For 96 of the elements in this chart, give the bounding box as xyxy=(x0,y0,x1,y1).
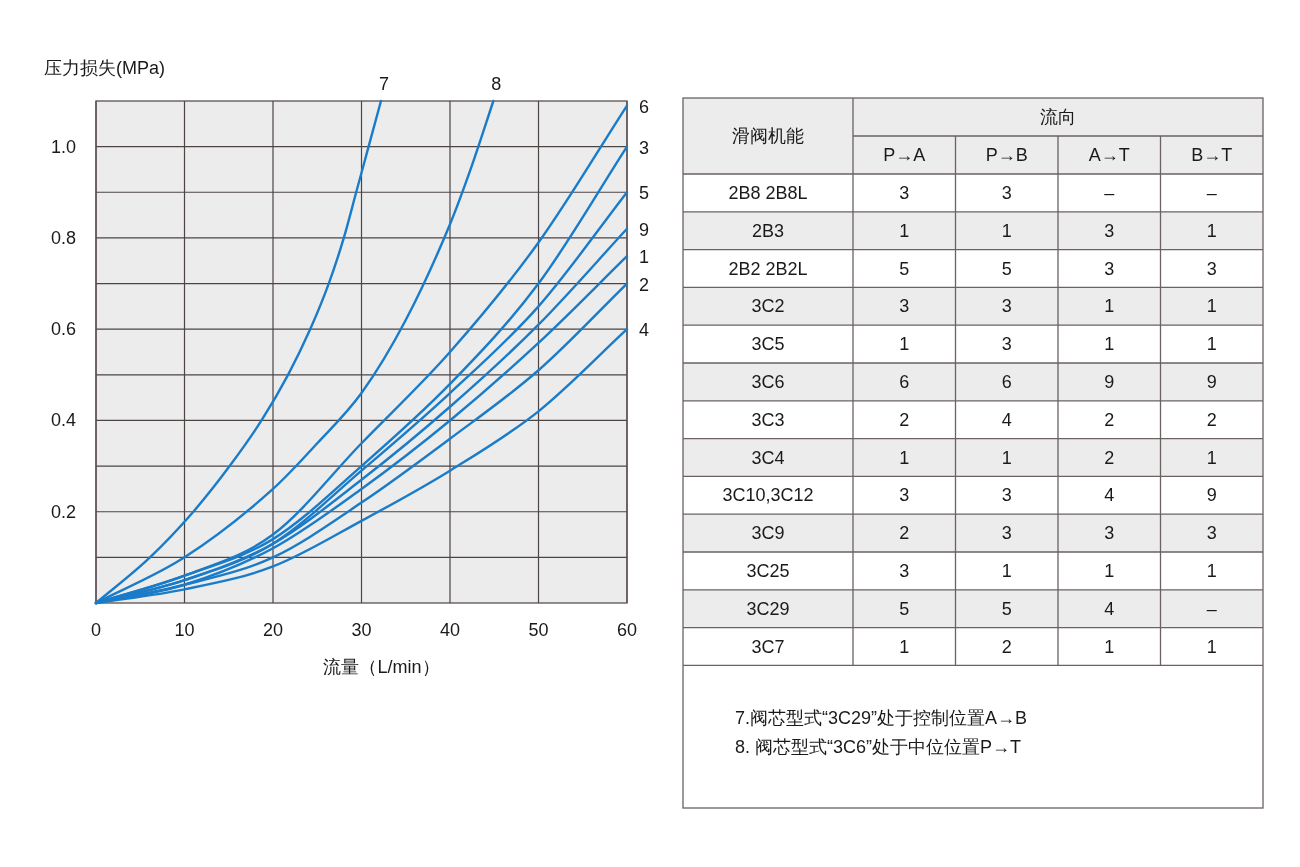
text: 1 xyxy=(1001,560,1012,581)
category-label: 3C9 xyxy=(751,523,785,544)
text: 1 xyxy=(1001,447,1012,468)
text: 1 xyxy=(1104,334,1115,355)
text: 1 xyxy=(1001,220,1012,241)
text: 3 xyxy=(1001,334,1012,355)
text: 3 xyxy=(1001,296,1012,317)
x-tick-label: 10 xyxy=(174,620,195,640)
text: 3 xyxy=(1104,220,1115,241)
y-tick-label: 0.2 xyxy=(50,501,76,522)
text: 1 xyxy=(899,220,910,241)
text: 2 xyxy=(1206,409,1217,430)
text: 4 xyxy=(1104,485,1115,506)
text: 3 xyxy=(1001,485,1012,506)
series-label: 4 xyxy=(639,320,650,341)
text: – xyxy=(1206,182,1217,203)
series-label: 3 xyxy=(639,137,650,158)
series-label: 7 xyxy=(378,74,389,94)
category-label: 2B8 2B8L xyxy=(728,182,808,203)
text: 2 xyxy=(1001,636,1012,657)
category-label: 3C7 xyxy=(751,636,785,657)
category-label: P→A xyxy=(883,145,926,165)
text: 3 xyxy=(899,485,910,506)
text: 1 xyxy=(1104,296,1115,317)
category-label: P→B xyxy=(985,145,1028,165)
text: 1 xyxy=(1206,220,1217,241)
category-label: 3C3 xyxy=(751,409,785,430)
text: – xyxy=(1104,182,1115,203)
text: 9 xyxy=(1104,371,1115,392)
y-tick-label: 0.6 xyxy=(50,319,76,340)
y-tick-label: 1.0 xyxy=(50,136,76,157)
text: 1 xyxy=(1104,636,1115,657)
text: 1 xyxy=(1206,334,1217,355)
text: 1 xyxy=(899,334,910,355)
series-label: 9 xyxy=(639,219,650,240)
text: 1 xyxy=(899,636,910,657)
x-tick-label: 50 xyxy=(528,620,549,640)
text: 3 xyxy=(1104,523,1115,544)
text: 2 xyxy=(1104,447,1115,468)
text: 9 xyxy=(1206,485,1217,506)
text: 流向 xyxy=(1040,107,1076,127)
category-label: 3C10,3C12 xyxy=(722,485,814,506)
x-axis-title: 流量（L/min） xyxy=(323,657,440,677)
text: 滑阀机能 xyxy=(732,126,804,146)
x-tick-label: 0 xyxy=(90,620,102,640)
text: 1 xyxy=(1206,560,1217,581)
category-label: 2B3 xyxy=(751,220,785,241)
category-label: 3C29 xyxy=(746,598,790,619)
text: 3 xyxy=(1206,258,1217,279)
series-label: 2 xyxy=(639,274,650,295)
text: 4 xyxy=(1104,598,1115,619)
category-label: 3C5 xyxy=(751,334,785,355)
text: 3 xyxy=(899,296,910,317)
text: 2 xyxy=(899,523,910,544)
text: – xyxy=(1206,598,1217,619)
text: 2 xyxy=(899,409,910,430)
text: 3 xyxy=(1001,523,1012,544)
text: 7.阀芯型式“3C29”处于控制位置A→B xyxy=(735,708,1028,729)
text: 5 xyxy=(1001,258,1012,279)
text: 6 xyxy=(899,371,910,392)
text: 3 xyxy=(899,560,910,581)
x-tick-label: 40 xyxy=(439,620,461,640)
text: 9 xyxy=(1206,371,1217,392)
x-tick-label: 30 xyxy=(351,620,372,640)
text: 4 xyxy=(1001,409,1012,430)
y-axis-title: 压力损失(MPa) xyxy=(44,58,165,78)
series-label: 6 xyxy=(639,96,650,117)
category-label: 3C2 xyxy=(751,296,785,317)
category-label: 2B2 2B2L xyxy=(728,258,808,279)
text: 8. 阀芯型式“3C6”处于中位位置P→T xyxy=(735,737,1022,758)
text: 5 xyxy=(899,598,910,619)
x-tick-label: 60 xyxy=(616,620,638,640)
text: 3 xyxy=(899,182,910,203)
y-tick-label: 0.4 xyxy=(50,410,76,431)
text: 5 xyxy=(1001,598,1012,619)
text: 6 xyxy=(1001,371,1012,392)
text: 1 xyxy=(1206,636,1217,657)
text: 1 xyxy=(1206,447,1217,468)
text: 3 xyxy=(1206,523,1217,544)
text: 2 xyxy=(1104,409,1115,430)
category-label: 3C4 xyxy=(751,447,785,468)
y-tick-label: 0.8 xyxy=(50,227,76,248)
series-label: 8 xyxy=(491,74,502,94)
category-label: 3C25 xyxy=(746,560,790,581)
category-label: 3C6 xyxy=(751,371,785,392)
text: 3 xyxy=(1001,182,1012,203)
text: 5 xyxy=(899,258,910,279)
text: 3 xyxy=(1104,258,1115,279)
series-label: 5 xyxy=(639,183,650,204)
category-label: B→T xyxy=(1191,145,1233,165)
text: 1 xyxy=(899,447,910,468)
text: 1 xyxy=(1206,296,1217,317)
x-tick-label: 20 xyxy=(262,620,284,640)
text: 1 xyxy=(1104,560,1115,581)
category-label: A→T xyxy=(1088,145,1130,165)
series-label: 1 xyxy=(639,247,650,268)
